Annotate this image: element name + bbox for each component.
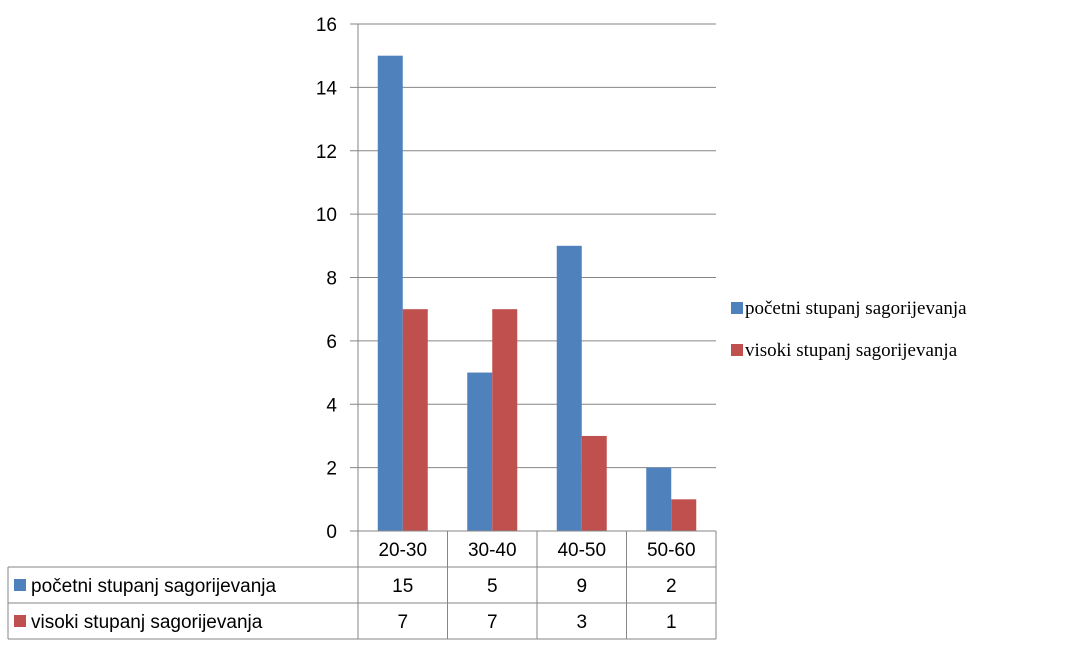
y-axis: 0 2 4 6 8 10 12 14 16 (316, 15, 359, 543)
y-tick-label: 4 (326, 395, 337, 416)
bar-visoki-40-50 (581, 435, 607, 531)
table-value: 3 (576, 612, 587, 633)
legend: početni stupanj sagorijevanja visoki stup… (731, 298, 967, 361)
legend-label: početni stupanj sagorijevanja (745, 298, 967, 319)
table-value: 1 (666, 612, 677, 633)
table-series-name: početni stupanj sagorijevanja (31, 576, 276, 597)
bar-visoki-20-30 (402, 309, 428, 531)
table-legend-key (14, 579, 26, 591)
bar-pocetni-50-60 (646, 467, 672, 531)
legend-key (731, 344, 743, 356)
table-value: 9 (576, 576, 587, 597)
bar-visoki-50-60 (671, 499, 697, 531)
y-tick-label: 0 (326, 522, 337, 543)
legend-label: visoki stupanj sagorijevanja (745, 340, 958, 361)
category-label: 40-50 (557, 540, 606, 561)
table-value: 2 (666, 576, 677, 597)
table-value: 15 (392, 576, 413, 597)
data-table: 20-30 30-40 40-50 50-60 početni stupanj sago… (7, 530, 717, 640)
legend-key (731, 302, 743, 314)
y-tick-label: 12 (316, 142, 337, 163)
category-label: 30-40 (468, 540, 517, 561)
table-value: 5 (487, 576, 498, 597)
y-tick-label: 10 (316, 205, 337, 226)
bar-pocetni-40-50 (556, 245, 582, 531)
bar-pocetni-30-40 (467, 372, 493, 531)
y-tick-label: 8 (326, 269, 337, 290)
y-tick-label: 2 (326, 459, 337, 480)
y-tick-label: 16 (316, 15, 337, 36)
table-series-name: visoki stupanj sagorijevanja (31, 612, 263, 633)
y-tick-label: 6 (326, 332, 337, 353)
bars (377, 55, 697, 531)
bar-pocetni-20-30 (377, 55, 403, 531)
category-label: 20-30 (378, 540, 427, 561)
table-value: 7 (397, 612, 408, 633)
category-label: 50-60 (647, 540, 696, 561)
table-value: 7 (487, 612, 498, 633)
bar-visoki-30-40 (492, 309, 518, 531)
table-legend-key (14, 615, 26, 627)
y-tick-label: 14 (316, 78, 338, 99)
